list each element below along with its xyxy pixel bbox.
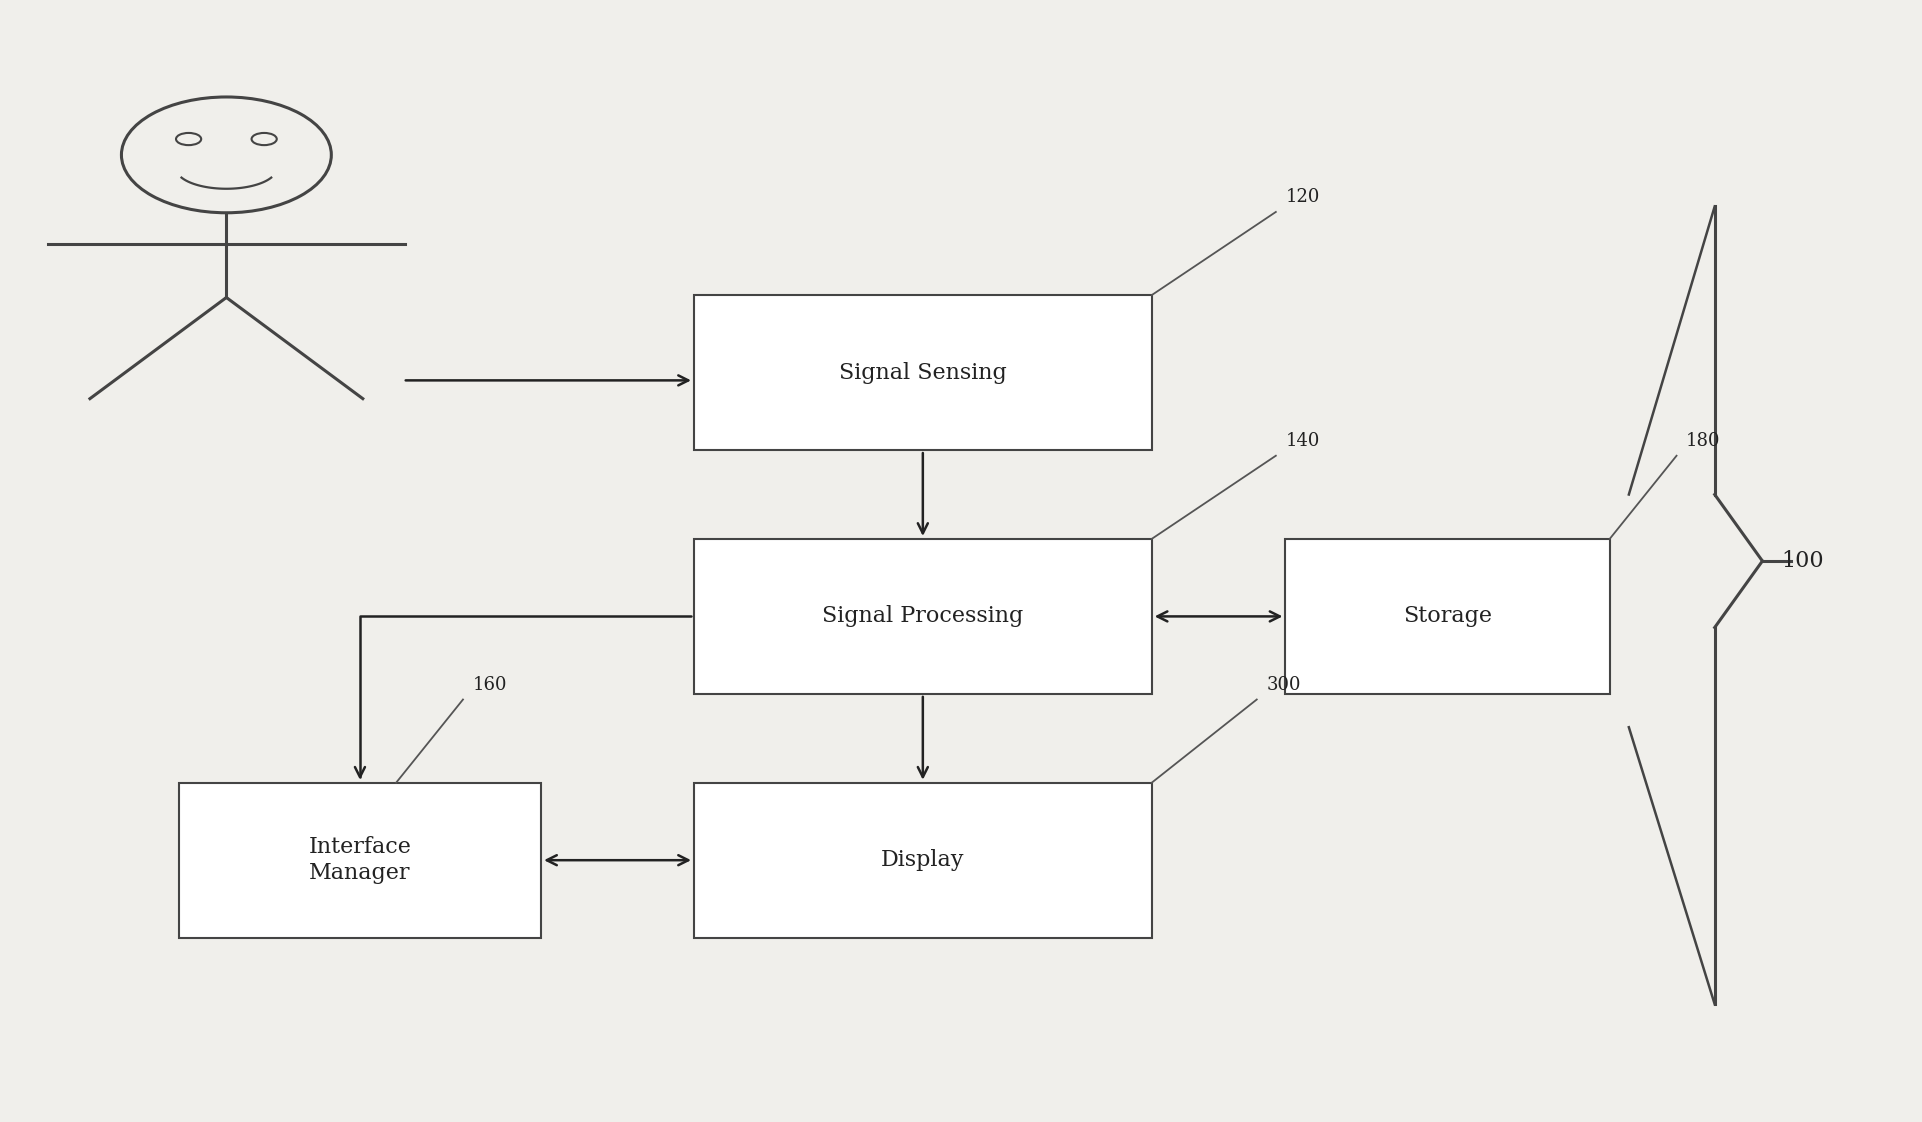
Text: 100: 100 xyxy=(1782,550,1824,572)
Text: 300: 300 xyxy=(1267,675,1301,695)
Text: 140: 140 xyxy=(1286,432,1320,450)
Text: Signal Sensing: Signal Sensing xyxy=(840,361,1007,384)
Text: 120: 120 xyxy=(1286,188,1320,206)
Text: 160: 160 xyxy=(473,675,507,695)
Text: 180: 180 xyxy=(1686,432,1720,450)
FancyBboxPatch shape xyxy=(694,295,1151,450)
Text: Display: Display xyxy=(880,849,965,871)
Text: Storage: Storage xyxy=(1403,606,1491,627)
Text: Signal Processing: Signal Processing xyxy=(823,606,1023,627)
FancyBboxPatch shape xyxy=(694,539,1151,695)
Text: Interface
Manager: Interface Manager xyxy=(309,837,411,884)
FancyBboxPatch shape xyxy=(694,783,1151,938)
FancyBboxPatch shape xyxy=(179,783,542,938)
FancyBboxPatch shape xyxy=(1286,539,1611,695)
